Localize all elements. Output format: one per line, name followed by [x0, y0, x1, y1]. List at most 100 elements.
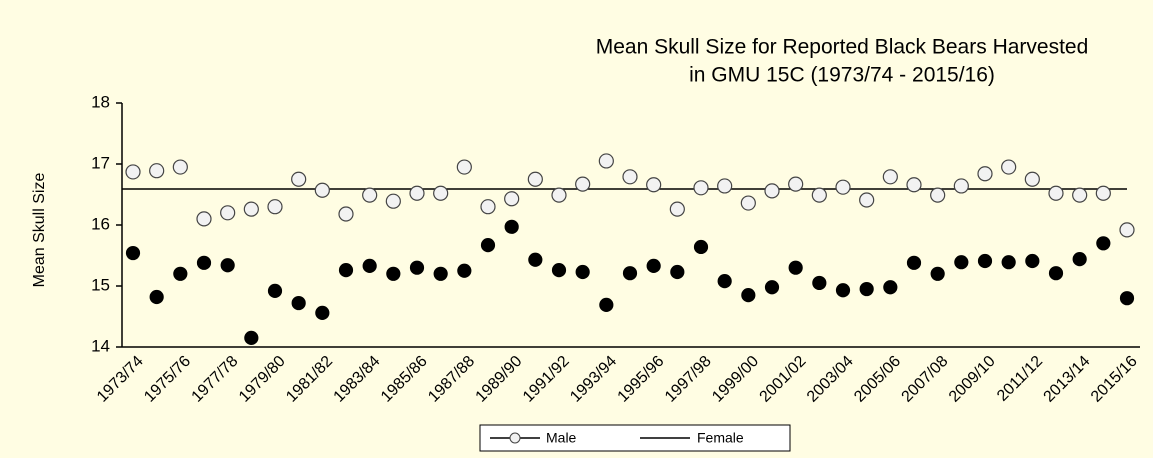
- female-point: [433, 266, 448, 281]
- male-point: [977, 166, 993, 182]
- female-point: [173, 266, 188, 281]
- x-tick-label: 2007/08: [899, 353, 952, 406]
- male-point: [362, 187, 378, 203]
- male-point: [622, 169, 638, 185]
- female-point: [291, 295, 306, 311]
- female-point: [1096, 236, 1111, 251]
- male-point: [338, 206, 354, 222]
- female-point: [693, 239, 709, 255]
- x-tick-label: 1983/84: [331, 353, 384, 406]
- male-point: [551, 187, 567, 203]
- male-point: [220, 205, 236, 221]
- female-point: [599, 297, 614, 313]
- male-point: [267, 199, 283, 215]
- male-point: [575, 176, 591, 192]
- male-point: [835, 179, 851, 195]
- y-axis-label: Mean Skull Size: [31, 173, 48, 288]
- female-point: [480, 238, 496, 253]
- female-point: [670, 264, 685, 280]
- female-point: [551, 263, 567, 278]
- legend-marker: [509, 432, 521, 444]
- female-point: [859, 281, 874, 297]
- male-point: [930, 187, 946, 203]
- female-point: [575, 264, 590, 280]
- male-point: [598, 153, 614, 169]
- male-point: [788, 176, 804, 192]
- x-tick-label: 1989/90: [473, 353, 526, 406]
- male-point: [385, 193, 401, 209]
- female-point: [764, 280, 780, 295]
- female-point: [149, 289, 164, 305]
- y-tick-label: 14: [91, 336, 110, 355]
- male-point: [717, 178, 733, 194]
- female-point: [741, 288, 756, 303]
- female-point: [954, 255, 969, 270]
- female-point: [1001, 255, 1016, 270]
- x-tick-label: 1979/80: [236, 353, 289, 406]
- female-point: [1119, 291, 1135, 306]
- female-point: [457, 263, 472, 278]
- female-point: [220, 258, 235, 273]
- female-point: [812, 275, 827, 291]
- female-point: [906, 255, 922, 270]
- x-tick-label: 1981/82: [283, 353, 336, 406]
- male-point: [764, 183, 780, 199]
- plot-area: [122, 103, 1140, 347]
- male-point: [882, 169, 898, 185]
- male-point: [1095, 185, 1111, 201]
- male-point: [504, 191, 520, 207]
- x-tick-label: 2001/02: [757, 353, 810, 406]
- y-tick-label: 16: [91, 214, 110, 233]
- male-point: [1119, 222, 1135, 238]
- female-point: [409, 260, 425, 275]
- female-point: [646, 258, 661, 273]
- chart-title: Mean Skull Size for Reported Black Bears…: [596, 36, 1089, 59]
- male-point: [669, 201, 685, 217]
- female-point: [977, 253, 993, 269]
- x-tick-label: 1985/86: [378, 353, 431, 406]
- x-tick-label: 2003/04: [804, 353, 857, 406]
- male-point: [409, 185, 425, 201]
- male-point: [291, 171, 307, 187]
- female-point: [244, 330, 259, 345]
- female-point: [788, 260, 803, 275]
- female-point: [717, 274, 732, 289]
- female-point: [504, 219, 519, 234]
- female-point: [528, 252, 543, 267]
- y-tick-label: 17: [91, 153, 110, 172]
- male-point: [527, 171, 543, 187]
- female-point: [883, 280, 898, 295]
- x-tick-label: 1999/00: [709, 353, 762, 406]
- x-tick-label: 1995/96: [615, 353, 668, 406]
- female-point: [315, 305, 330, 320]
- male-point: [906, 177, 922, 193]
- male-point: [740, 195, 756, 211]
- y-tick-label: 15: [91, 275, 110, 294]
- male-point: [243, 201, 259, 217]
- x-tick-label: 1977/78: [189, 353, 242, 406]
- x-tick-label: 2009/10: [946, 353, 999, 406]
- male-point: [859, 192, 875, 208]
- male-point: [1072, 187, 1088, 203]
- male-point: [1024, 171, 1040, 187]
- male-point: [172, 159, 188, 175]
- female-point: [1025, 253, 1040, 269]
- male-point: [646, 177, 662, 193]
- female-point: [1072, 252, 1087, 267]
- female-point: [196, 255, 212, 270]
- male-point: [456, 159, 472, 175]
- male-point: [953, 178, 969, 194]
- x-tick-label: 1997/98: [662, 353, 715, 406]
- x-tick-label: 1991/92: [520, 353, 573, 406]
- female-point: [930, 266, 945, 281]
- male-point: [149, 163, 165, 179]
- female-point: [125, 245, 141, 261]
- male-point: [480, 199, 496, 215]
- legend-label: Male: [546, 430, 577, 446]
- female-point: [362, 258, 377, 273]
- male-point: [196, 211, 212, 227]
- male-point: [314, 182, 330, 198]
- x-tick-label: 1975/76: [141, 353, 194, 406]
